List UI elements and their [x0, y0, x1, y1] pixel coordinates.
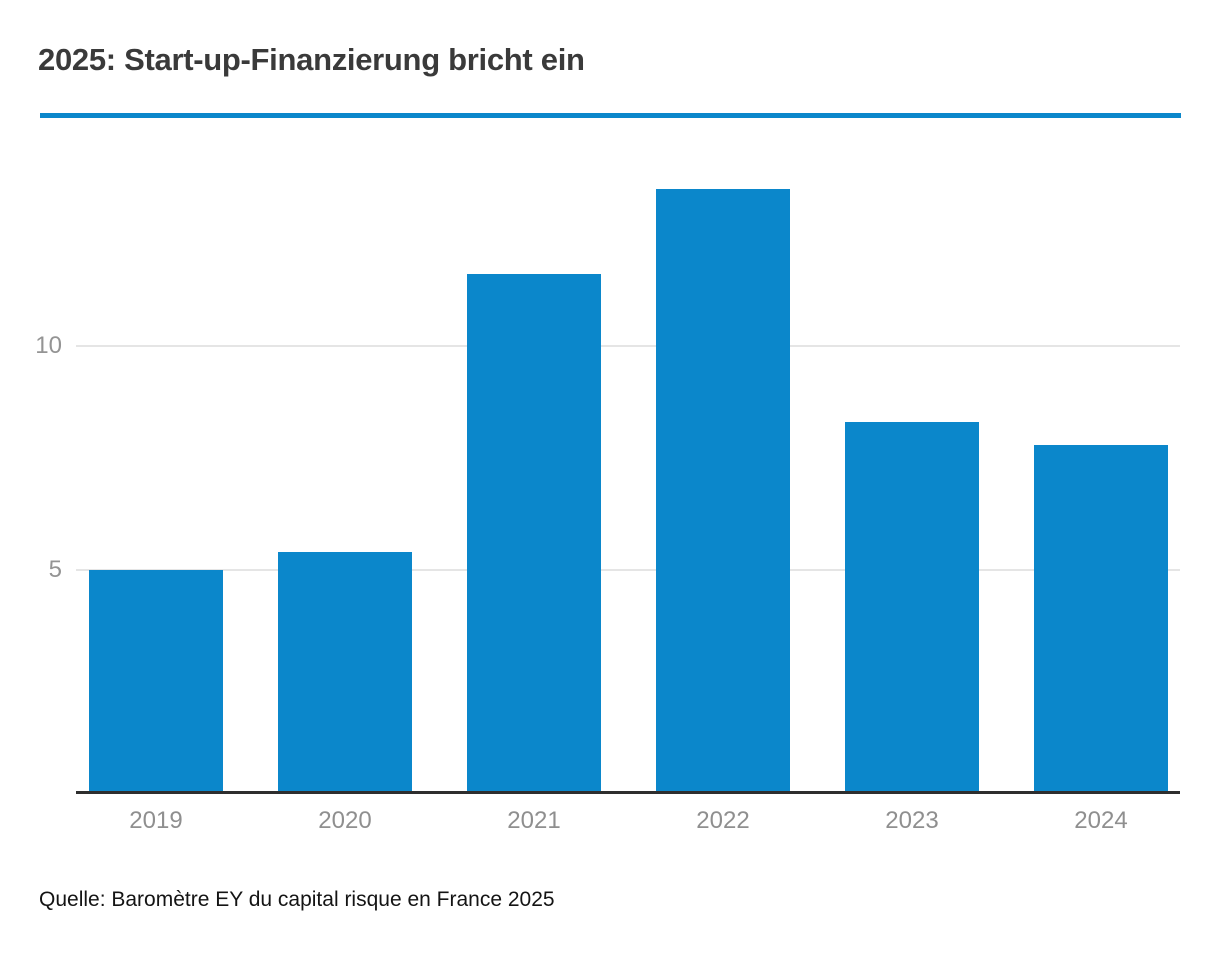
x-tick-label-2023: 2023	[885, 807, 939, 834]
bar-2022[interactable]	[656, 189, 790, 794]
gridline-10	[76, 345, 1180, 347]
x-axis-line	[76, 791, 1180, 794]
source-note: Quelle: Baromètre EY du capital risque e…	[39, 888, 555, 911]
gridline-5	[76, 569, 1180, 571]
y-tick-label: 5	[48, 556, 62, 583]
x-tick-label-2020: 2020	[318, 807, 372, 834]
chart-title: 2025: Start-up-Finanzierung bricht ein	[38, 42, 585, 77]
title-accent-rule	[40, 113, 1181, 118]
x-tick-label-2019: 2019	[129, 807, 183, 834]
bar-2024[interactable]	[1034, 445, 1168, 794]
bar-2021[interactable]	[467, 274, 601, 794]
y-tick-label: 10	[35, 332, 62, 359]
bar-2023[interactable]	[845, 422, 979, 794]
x-tick-label-2024: 2024	[1074, 807, 1128, 834]
x-tick-label-2022: 2022	[696, 807, 750, 834]
bar-2020[interactable]	[278, 552, 412, 794]
bar-2019[interactable]	[89, 570, 223, 794]
x-tick-label-2021: 2021	[507, 807, 561, 834]
